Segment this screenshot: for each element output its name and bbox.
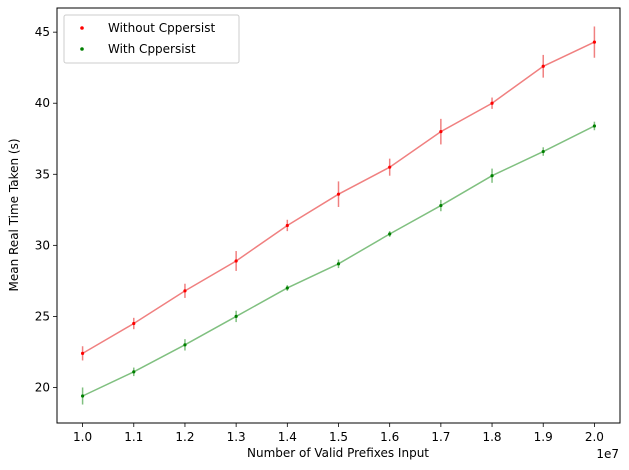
series-1 xyxy=(80,121,597,405)
data-point xyxy=(592,124,597,128)
data-point xyxy=(541,64,545,68)
data-point xyxy=(541,149,545,154)
data-point xyxy=(490,174,494,178)
data-point xyxy=(183,289,187,293)
data-point xyxy=(234,314,238,319)
plot-frame xyxy=(56,7,621,424)
data-point xyxy=(80,351,85,355)
legend-marker-with-cppersist xyxy=(80,47,84,51)
data-point xyxy=(80,394,85,398)
x-tick-label: 1.0 xyxy=(73,430,92,444)
x-tick-label: 1.2 xyxy=(175,430,194,444)
data-point xyxy=(132,370,136,374)
data-point xyxy=(285,286,289,290)
x-tick-label: 1.7 xyxy=(431,430,450,444)
x-tick-label: 1.8 xyxy=(482,430,501,444)
x-axis: 1.0 1.1 1.2 1.3 1.4 1.5 1.6 1.7 1.8 1.9 2.0 xyxy=(73,423,604,444)
y-tick-label: 20 xyxy=(35,380,50,394)
y-tick-label: 40 xyxy=(35,96,50,110)
y-tick-label: 45 xyxy=(35,25,50,39)
x-tick-label: 1.6 xyxy=(380,430,399,444)
x-axis-label: Number of Valid Prefixes Input xyxy=(247,446,429,460)
data-point xyxy=(439,130,443,134)
y-tick-label: 30 xyxy=(35,238,50,252)
legend-marker-without-cppersist xyxy=(80,26,84,30)
series-0 xyxy=(80,26,597,361)
data-point xyxy=(336,192,341,196)
data-point xyxy=(592,40,597,44)
y-axis: 20 25 30 35 40 45 xyxy=(35,25,57,394)
data-point xyxy=(388,232,392,236)
series-layer xyxy=(80,26,597,405)
x-tick-label: 1.9 xyxy=(534,430,553,444)
data-point xyxy=(336,262,341,266)
data-point xyxy=(234,259,238,263)
y-tick-label: 35 xyxy=(35,167,50,181)
x-tick-label: 1.1 xyxy=(124,430,143,444)
data-point xyxy=(439,203,443,208)
data-point xyxy=(388,165,392,169)
data-point xyxy=(183,343,187,347)
legend-label-without-cppersist: Without Cppersist xyxy=(108,21,215,35)
legend: Without Cppersist With Cppersist xyxy=(63,14,240,64)
x-tick-label: 2.0 xyxy=(585,430,604,444)
y-tick-label: 25 xyxy=(35,309,50,323)
x-offset-text: 1e7 xyxy=(596,447,619,461)
x-tick-label: 1.5 xyxy=(329,430,348,444)
legend-box xyxy=(63,14,240,64)
data-point xyxy=(285,223,289,228)
data-point xyxy=(132,321,136,326)
y-axis-label: Mean Real Time Taken (s) xyxy=(7,138,21,291)
x-tick-label: 1.3 xyxy=(227,430,246,444)
x-tick-label: 1.4 xyxy=(278,430,297,444)
data-point xyxy=(490,101,494,105)
legend-label-with-cppersist: With Cppersist xyxy=(108,42,196,56)
